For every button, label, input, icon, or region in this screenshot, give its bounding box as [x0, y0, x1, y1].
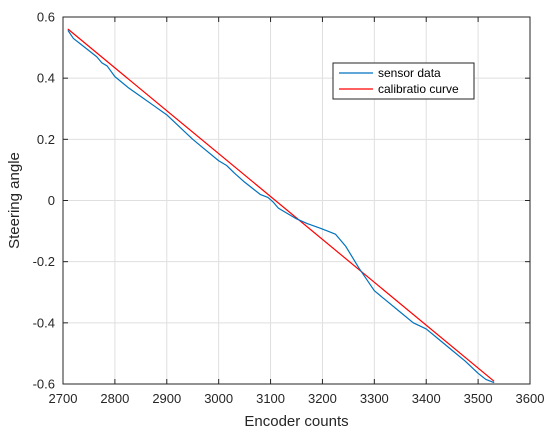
- y-tick-label: -0.6: [33, 377, 55, 392]
- tick-marks: [62, 16, 531, 385]
- x-tick-label: 3100: [256, 391, 285, 406]
- y-tick-label: -0.4: [33, 315, 55, 330]
- x-tick-label: 3500: [464, 391, 493, 406]
- x-tick-label: 2800: [100, 391, 129, 406]
- y-tick-label: -0.2: [33, 254, 55, 269]
- y-tick-labels: -0.6 -0.4 -0.2 0 0.2 0.4 0.6: [33, 10, 55, 392]
- x-axis-label: Encoder counts: [244, 413, 348, 430]
- legend-items: sensor data calibratio curve: [339, 66, 459, 96]
- x-tick-label: 3600: [516, 391, 545, 406]
- x-tick-label: 2700: [49, 391, 78, 406]
- x-tick-label: 3300: [360, 391, 389, 406]
- y-tick-label: 0.6: [37, 10, 55, 25]
- series-layer: [67, 28, 495, 384]
- x-tick-label: 3000: [204, 391, 233, 406]
- y-tick-label: 0.4: [37, 71, 55, 86]
- x-tick-labels: 2700 2800 2900 3000 3100 3200 3300 3400 3500 3600: [49, 391, 545, 406]
- y-tick-label: 0: [48, 193, 55, 208]
- x-tick-label: 2900: [152, 391, 181, 406]
- x-tick-label: 3200: [308, 391, 337, 406]
- legend-label: calibratio curve: [378, 82, 459, 96]
- y-tick-label: 0.2: [37, 132, 55, 147]
- legend: sensor data calibratio curve: [332, 62, 475, 100]
- series-line-calibratio-curve: [67, 28, 495, 382]
- y-axis-label: Steering angle: [6, 152, 23, 249]
- legend-label: sensor data: [378, 66, 441, 80]
- series-line-sensor-data: [67, 30, 495, 384]
- x-tick-label: 3400: [412, 391, 441, 406]
- legend-box: [332, 62, 475, 100]
